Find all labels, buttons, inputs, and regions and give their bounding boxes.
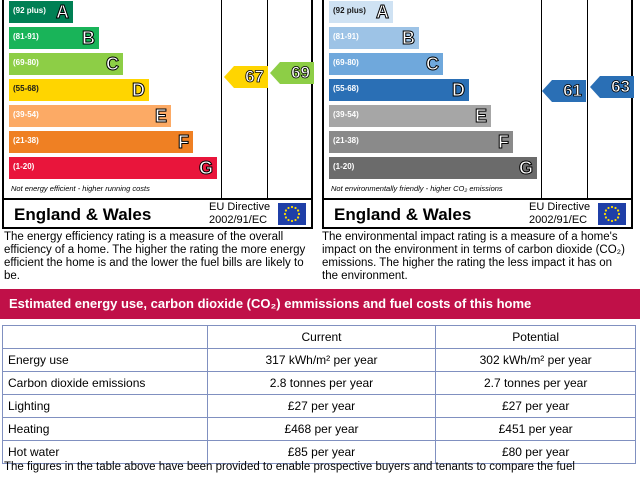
- band-letter: B: [82, 28, 96, 49]
- current-value: £27 per year: [206, 394, 437, 418]
- row-label: Energy use: [2, 348, 208, 372]
- band-letter: D: [132, 80, 146, 101]
- band-letter: A: [376, 2, 390, 23]
- table-row: Lighting £27 per year £27 per year: [2, 394, 636, 418]
- ee-description: The energy efficiency rating is a measur…: [4, 231, 306, 282]
- energy-efficiency-chart: (92 plus) A (81-91) B (69-80) C (55-68) D (39-54…: [2, 0, 314, 229]
- environmental-impact-chart: (92 plus) A (81-91) B (69-80) C (55-68) D (39-54…: [322, 0, 634, 229]
- band-range-label: (92 plus): [13, 6, 46, 15]
- band-range-label: (69-80): [333, 58, 359, 67]
- rating-band-f: (21-38) F: [329, 131, 513, 153]
- rating-band-e: (39-54) E: [329, 105, 491, 127]
- row-label: Carbon dioxide emissions: [2, 371, 208, 395]
- current-value: 317 kWh/m² per year: [206, 348, 437, 372]
- band-range-label: (92 plus): [333, 6, 366, 15]
- row-label: Lighting: [2, 394, 208, 418]
- band-range-label: (81-91): [13, 32, 39, 41]
- ee-directive-line2: 2002/91/EC: [209, 214, 268, 226]
- ee-current-value: 67: [245, 67, 265, 87]
- ei-current-arrow: 61: [542, 80, 586, 102]
- rating-band-a: (92 plus) A: [9, 1, 73, 23]
- band-range-label: (39-54): [13, 110, 39, 119]
- footer-text: The figures in the table above have been…: [4, 461, 575, 473]
- band-range-label: (81-91): [333, 32, 359, 41]
- table-row: Hot water £85 per year £80 per year: [2, 440, 636, 464]
- eu-flag-icon: [278, 203, 306, 225]
- band-letter: A: [56, 2, 70, 23]
- table-header-cell: [2, 325, 208, 349]
- rating-band-d: (55-68) D: [329, 79, 469, 101]
- ee-current-arrow: 67: [224, 66, 268, 88]
- ei-directive-line1: EU Directive: [529, 201, 591, 213]
- table-header-cell: Current: [206, 325, 437, 349]
- potential-value: £80 per year: [435, 440, 636, 464]
- table-row: Heating £468 per year £451 per year: [2, 417, 636, 441]
- row-label: Heating: [2, 417, 208, 441]
- potential-value: £451 per year: [435, 417, 636, 441]
- rating-band-a: (92 plus) A: [329, 1, 393, 23]
- band-letter: E: [154, 106, 167, 127]
- band-range-label: (21-38): [13, 136, 39, 145]
- current-value: 2.8 tonnes per year: [206, 371, 437, 395]
- band-range-label: (1-20): [13, 162, 35, 171]
- ee-directive: EU Directive 2002/91/EC: [209, 201, 270, 227]
- ee-footer-box: England & Wales EU Directive 2002/91/EC: [4, 198, 311, 229]
- ei-current-value: 61: [563, 81, 583, 101]
- costs-banner: Estimated energy use, carbon dioxide (CO…: [0, 289, 640, 319]
- table-header-row: Current Potential: [2, 325, 636, 349]
- ee-region: England & Wales: [14, 205, 152, 224]
- ei-note: Not environmentally friendly - higher CO…: [331, 184, 503, 193]
- band-letter: C: [106, 54, 120, 75]
- table-row: Energy use 317 kWh/m² per year 302 kWh/m² …: [2, 348, 636, 372]
- ee-directive-line1: EU Directive: [209, 201, 271, 213]
- rating-band-g: (1-20) G: [9, 157, 217, 179]
- band-letter: C: [426, 54, 440, 75]
- ei-footer-box: England & Wales EU Directive 2002/91/EC: [324, 198, 631, 229]
- band-letter: F: [498, 132, 510, 153]
- ei-description: The environmental impact rating is a mea…: [322, 231, 625, 282]
- band-range-label: (69-80): [13, 58, 39, 67]
- ei-potential-arrow: 63: [590, 76, 634, 98]
- ei-directive-line2: 2002/91/EC: [529, 214, 588, 226]
- rating-band-e: (39-54) E: [9, 105, 171, 127]
- rating-band-c: (69-80) C: [9, 53, 123, 75]
- eu-flag-icon: [598, 203, 626, 225]
- ei-potential-value: 63: [611, 77, 631, 97]
- current-value: £468 per year: [206, 417, 437, 441]
- rating-band-d: (55-68) D: [9, 79, 149, 101]
- band-letter: E: [474, 106, 487, 127]
- potential-value: 2.7 tonnes per year: [435, 371, 636, 395]
- ee-potential-value: 69: [291, 63, 311, 83]
- current-value: £85 per year: [206, 440, 437, 464]
- ee-potential-arrow: 69: [270, 62, 314, 84]
- rating-band-b: (81-91) B: [329, 27, 419, 49]
- rating-band-b: (81-91) B: [9, 27, 99, 49]
- table-row: Carbon dioxide emissions 2.8 tonnes per y…: [2, 371, 636, 395]
- rating-band-c: (69-80) C: [329, 53, 443, 75]
- band-letter: G: [198, 158, 213, 179]
- costs-table: Current Potential Energy use 317 kWh/m² p…: [2, 325, 636, 464]
- band-range-label: (55-68): [333, 84, 359, 93]
- band-range-label: (39-54): [333, 110, 359, 119]
- row-label: Hot water: [2, 440, 208, 464]
- band-letter: B: [402, 28, 416, 49]
- potential-value: £27 per year: [435, 394, 636, 418]
- ei-directive: EU Directive 2002/91/EC: [529, 201, 590, 227]
- band-range-label: (1-20): [333, 162, 355, 171]
- ee-note: Not energy efficient - higher running co…: [11, 184, 150, 193]
- rating-band-g: (1-20) G: [329, 157, 537, 179]
- band-letter: F: [178, 132, 190, 153]
- band-range-label: (55-68): [13, 84, 39, 93]
- potential-value: 302 kWh/m² per year: [435, 348, 636, 372]
- band-letter: D: [452, 80, 466, 101]
- band-range-label: (21-38): [333, 136, 359, 145]
- rating-band-f: (21-38) F: [9, 131, 193, 153]
- ei-region: England & Wales: [334, 205, 472, 224]
- band-letter: G: [518, 158, 533, 179]
- table-header-cell: Potential: [435, 325, 636, 349]
